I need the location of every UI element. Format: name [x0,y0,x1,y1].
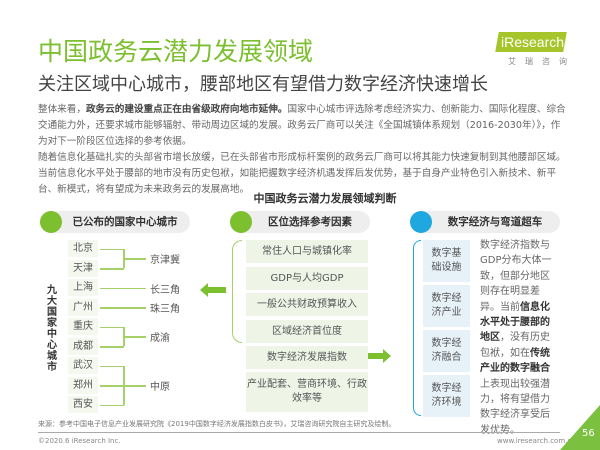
city-item: 郑州 [68,376,98,394]
factor-box: 常住人口与城镇化率 [246,240,368,263]
digital-economy-item: 数字基础设施 [423,240,470,282]
factor-box: GDP与人均GDP [246,267,368,290]
right-description: 数字经济指数与GDP分布大体一致，但部分地区则存在明显差异。当前信息化水平处于腰… [480,240,552,436]
city-item: 武汉 [68,357,98,374]
connector-line [123,385,146,387]
factor-box: 数字经济发展指数 [246,346,368,369]
blue-dot-icon [410,211,432,233]
copyright: ©2020.6 iResearch Inc. [38,437,121,445]
city-item: 上海 [68,279,98,296]
green-dot-icon [230,211,252,233]
city-item: 重庆 [68,318,98,335]
region-label: 京津冀 [150,255,180,267]
connector-line [100,404,124,406]
region-label: 中原 [150,382,170,393]
connector-line [100,365,124,367]
paragraph-1: 整体来看，政务云的建设重点正在由省级政府向地市延伸。国家中心城市评选除考虑经济实… [38,104,566,147]
city-item: 天津 [68,259,98,277]
arrow-left-icon [200,283,226,297]
factor-box: 一般公共财政预算收入 [246,293,368,316]
left-header: 已公布的国家中心城市 [40,211,190,233]
body-text: 整体来看，政务云的建设重点正在由省级政府向地市延伸。国家中心城市评选除考虑经济实… [38,102,568,198]
region-label: 长三角 [150,284,180,296]
page-number: 56 [582,428,595,439]
corner-decoration [560,405,600,450]
connector-line [123,336,146,338]
city-item: 成都 [68,337,98,355]
city-item: 北京 [68,240,98,257]
digital-economy-item: 数字经济环境 [423,375,470,417]
page-subtitle: 关注区域中心城市，腰部地区有望借力数字经济快速增长 [38,74,488,95]
digital-economy-item: 数字经济融合 [423,330,470,372]
logo-subtitle: 艾瑞咨询 [508,57,576,66]
factor-box: 区域经济首位度 [246,320,368,343]
city-item: 西安 [68,396,98,413]
page-title: 中国政务云潜力发展领域 [38,37,314,66]
connector-line [100,385,124,387]
source-note: 来源：参考中国电子信息产业发展研究院《2019中国数字经济发展指数白皮书》，艾瑞… [38,420,396,428]
green-dot-icon [40,211,62,233]
iresearch-logo: iResearch [495,32,567,52]
city-item: 广州 [68,298,98,316]
diagram-title: 中国政务云潜力发展领域判断 [253,192,397,205]
vertical-label: 九大国家中心城市 [47,285,57,373]
connector-line [100,287,146,289]
connector-line [100,268,124,270]
right-header: 数字经济与弯道超车 [410,211,560,233]
brace [232,240,242,343]
region-label: 成渝 [150,333,170,345]
digital-economy-item: 数字经济产业 [423,285,470,327]
connector-line [100,346,124,348]
connector-line [100,326,124,328]
region-label: 珠三角 [150,304,180,315]
middle-header: 区位选择参考因素 [230,211,370,233]
connector-line [123,258,146,260]
footer-divider [38,432,560,433]
brace [413,240,421,416]
footer-url[interactable]: www.iresearch.com.cn [497,437,576,445]
factor-box: 产业配套、营商环境、行政效率等 [246,372,368,412]
arrow-right-icon [365,349,391,363]
connector-line [100,248,124,250]
connector-line [100,307,146,309]
paragraph-2: 随着信息化基础扎实的头部省市增长放缓，已在头部省市形成标杆案例的政务云厂商可以将… [38,152,566,195]
